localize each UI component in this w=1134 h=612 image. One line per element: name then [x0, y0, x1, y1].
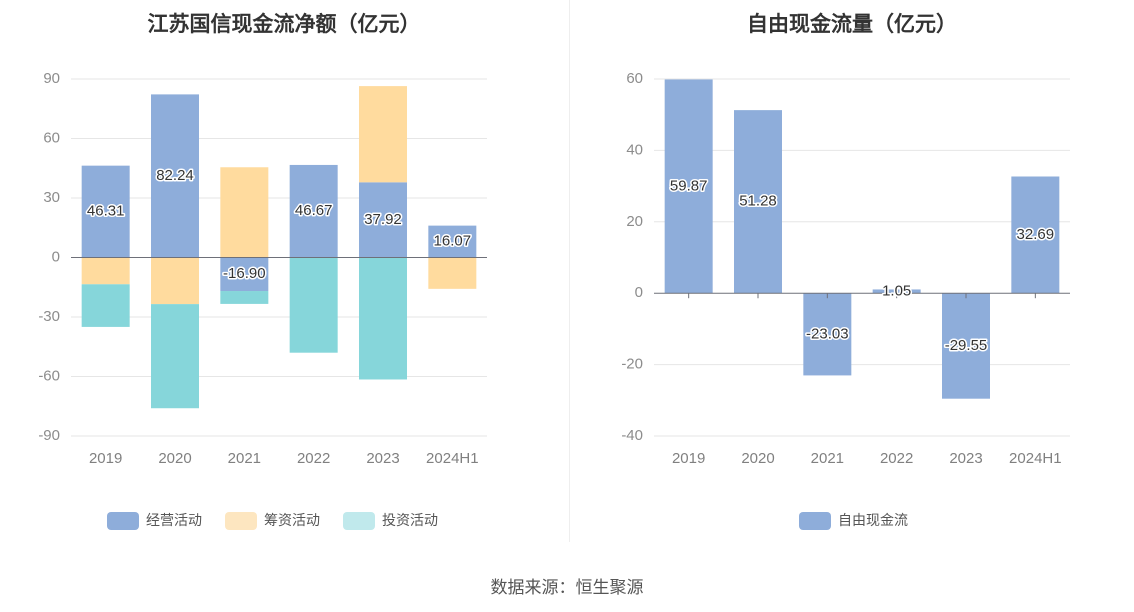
- y-tick-label: 0: [635, 284, 643, 301]
- data-label: -23.03: [806, 325, 849, 342]
- bar-自由现金流: [664, 79, 713, 294]
- legend-label: 自由现金流: [838, 513, 908, 529]
- x-tick-label: 2022: [880, 450, 913, 467]
- legend-label: 筹资活动: [264, 512, 320, 529]
- bar-经营活动: [81, 165, 130, 258]
- y-tick-label: -40: [621, 427, 643, 444]
- bar-投资活动: [359, 257, 407, 380]
- y-tick-label: 60: [43, 129, 60, 146]
- cash-flow-net-chart: 江苏国信现金流净额（亿元） 90 60 30 0 -30 -60 -90 2019 2020 202…: [38, 12, 487, 530]
- data-label: 46.31: [87, 203, 125, 220]
- data-label: -16.90: [223, 265, 266, 282]
- y-tick-label: 40: [626, 141, 643, 158]
- x-tick-label: 2024H1: [1009, 450, 1062, 467]
- chart-title: 自由现金流量（亿元）: [747, 12, 957, 36]
- y-tick-label: 60: [626, 70, 643, 87]
- x-tick-label: 2019: [89, 450, 122, 467]
- bar-自由现金流: [1011, 176, 1060, 294]
- x-tick-label: 2024H1: [426, 450, 479, 467]
- bar-投资活动: [81, 284, 130, 327]
- data-label: 82.24: [156, 167, 194, 184]
- bar-经营活动: [220, 257, 269, 292]
- bar-自由现金流: [872, 289, 921, 294]
- free-cash-flow-chart: 自由现金流量（亿元） 60 40 20 0 -20 -40 2019 2020 2021 2022 2…: [621, 12, 1070, 530]
- bar-筹资活动: [151, 257, 199, 305]
- data-label: 32.69: [1017, 226, 1055, 243]
- bar-自由现金流: [942, 293, 990, 399]
- y-tick-label: 90: [43, 70, 60, 87]
- bar-筹资活动: [428, 257, 477, 289]
- bar-筹资活动: [81, 257, 130, 285]
- bar-投资活动: [289, 257, 338, 353]
- legend-label: 投资活动: [382, 513, 438, 529]
- data-label: 37.92: [364, 211, 402, 228]
- legend-swatch: [799, 512, 831, 530]
- x-tick-label: 2020: [741, 450, 774, 467]
- data-label: -29.55: [945, 337, 988, 354]
- source-note: 数据来源：恒生聚源: [490, 578, 644, 598]
- y-tick-label: -60: [38, 367, 60, 384]
- y-tick-label: -20: [621, 356, 643, 373]
- x-tick-label: 2023: [366, 450, 399, 467]
- data-label: 59.87: [670, 177, 708, 194]
- legend-label: 经营活动: [146, 513, 202, 529]
- legend-swatch: [107, 512, 139, 530]
- x-tick-label: 2023: [949, 450, 982, 467]
- data-label: 46.67: [295, 202, 333, 219]
- bar-筹资活动: [359, 86, 407, 183]
- y-tick-label: 30: [43, 189, 60, 206]
- bar-投资活动: [220, 291, 269, 304]
- bar-自由现金流: [803, 293, 852, 376]
- x-tick-label: 2022: [297, 450, 330, 467]
- bar-经营活动: [151, 94, 199, 258]
- y-tick-label: 20: [626, 213, 643, 230]
- data-label: 1.05: [882, 282, 911, 299]
- legend-swatch: [343, 512, 375, 530]
- x-tick-label: 2021: [811, 450, 844, 467]
- x-tick-label: 2021: [228, 450, 261, 467]
- bar-经营活动: [289, 164, 338, 258]
- bar-经营活动: [359, 182, 407, 258]
- bar-投资活动: [151, 304, 199, 409]
- bar-经营活动: [428, 225, 477, 258]
- x-tick-label: 2020: [158, 450, 191, 467]
- legend-swatch: [225, 512, 257, 530]
- y-tick-label: -30: [38, 308, 60, 325]
- y-tick-label: 0: [52, 248, 60, 265]
- data-label: 16.07: [434, 233, 472, 250]
- bar-筹资活动: [220, 167, 269, 258]
- bar-自由现金流: [734, 110, 782, 294]
- y-tick-label: -90: [38, 427, 60, 444]
- x-tick-label: 2019: [672, 450, 705, 467]
- chart-title: 江苏国信现金流净额（亿元）: [148, 12, 421, 36]
- data-label: 51.28: [739, 193, 777, 210]
